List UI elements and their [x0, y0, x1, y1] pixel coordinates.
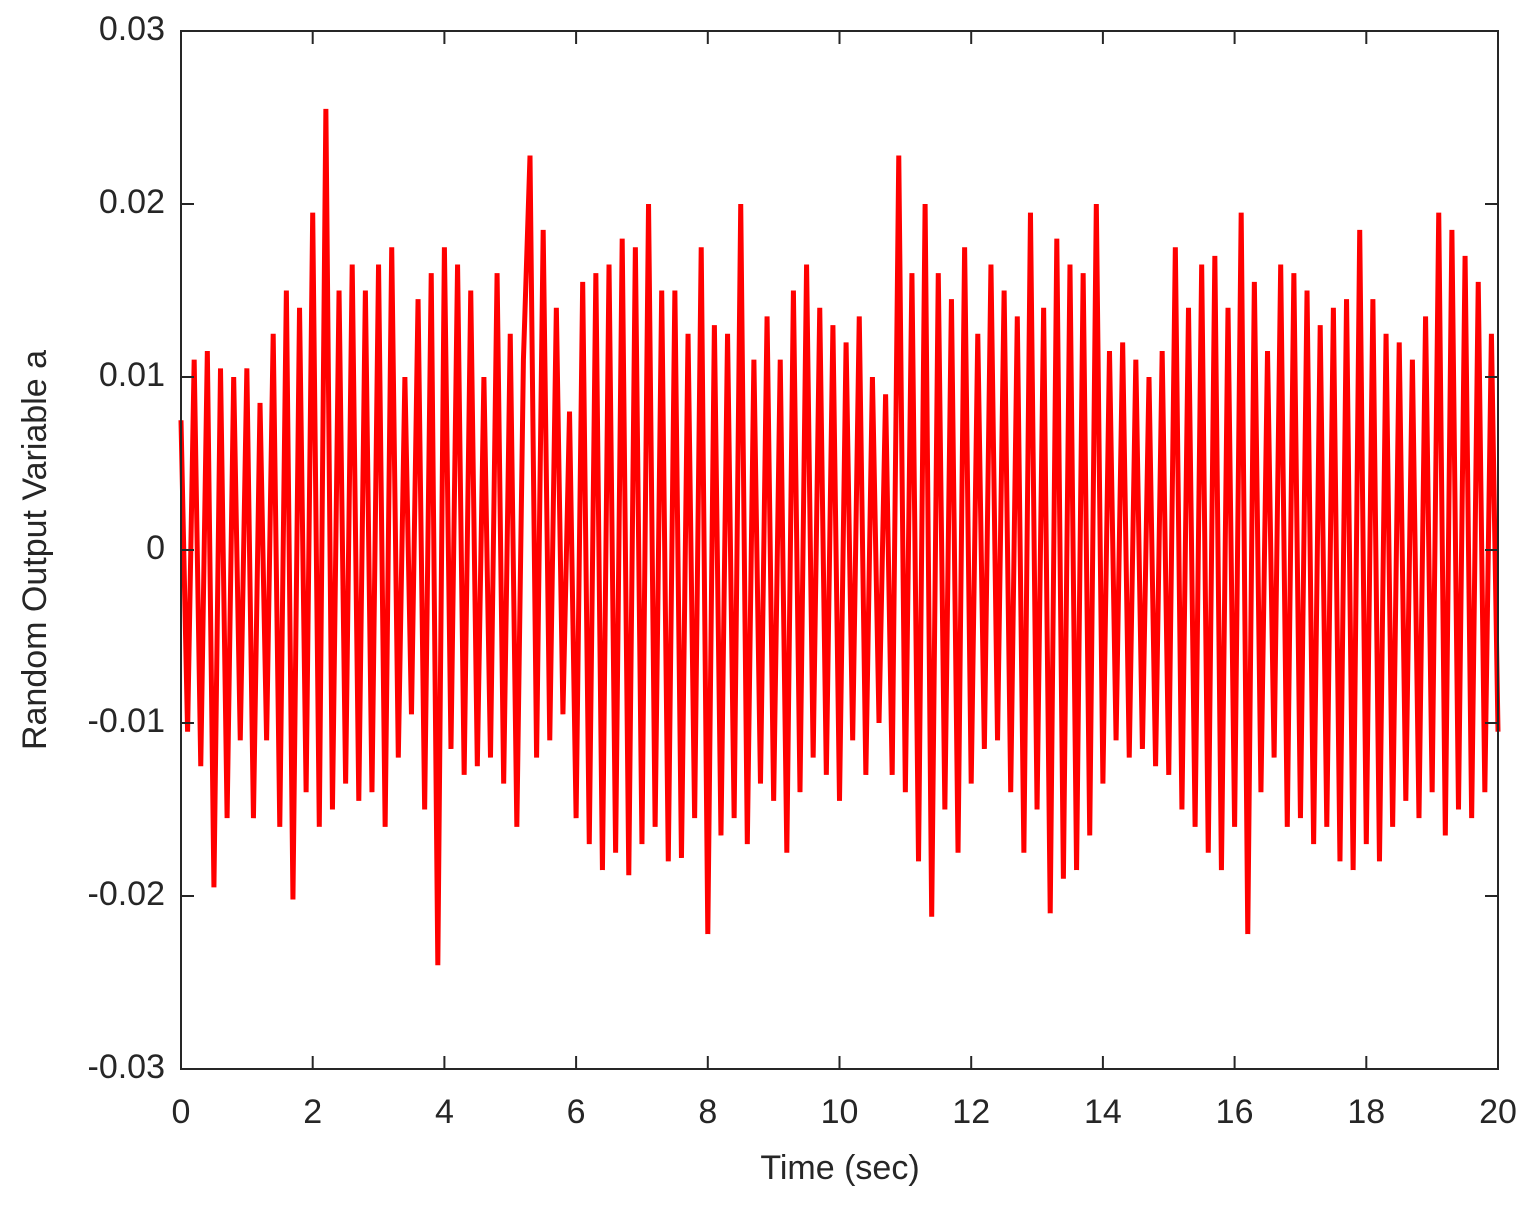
- y-tick-label: 0.02: [99, 183, 165, 221]
- y-tick-label: -0.01: [88, 702, 166, 740]
- x-tick-label: 2: [303, 1093, 322, 1131]
- x-tick-label: 4: [435, 1093, 454, 1131]
- y-axis-label: Random Output Variable a: [16, 350, 54, 750]
- x-tick-label: 12: [952, 1093, 990, 1131]
- y-tick-label: 0.01: [99, 356, 165, 394]
- x-tick-label: 14: [1084, 1093, 1122, 1131]
- x-tick-label: 0: [172, 1093, 191, 1131]
- x-tick-label: 16: [1216, 1093, 1254, 1131]
- x-tick-label: 18: [1347, 1093, 1385, 1131]
- x-tick-label: 20: [1479, 1093, 1517, 1131]
- y-tick-label: 0.03: [99, 10, 165, 48]
- data-line: [178, 108, 1501, 966]
- x-tick-label: 8: [698, 1093, 717, 1131]
- x-tick-label: 6: [567, 1093, 586, 1131]
- y-tick-label: -0.02: [88, 875, 166, 913]
- y-tick-label: -0.03: [88, 1048, 166, 1086]
- x-axis-label: Time (sec): [760, 1149, 919, 1187]
- x-tick-label: 10: [821, 1093, 859, 1131]
- y-tick-label: 0: [146, 529, 165, 567]
- plot-frame: [180, 30, 1499, 1070]
